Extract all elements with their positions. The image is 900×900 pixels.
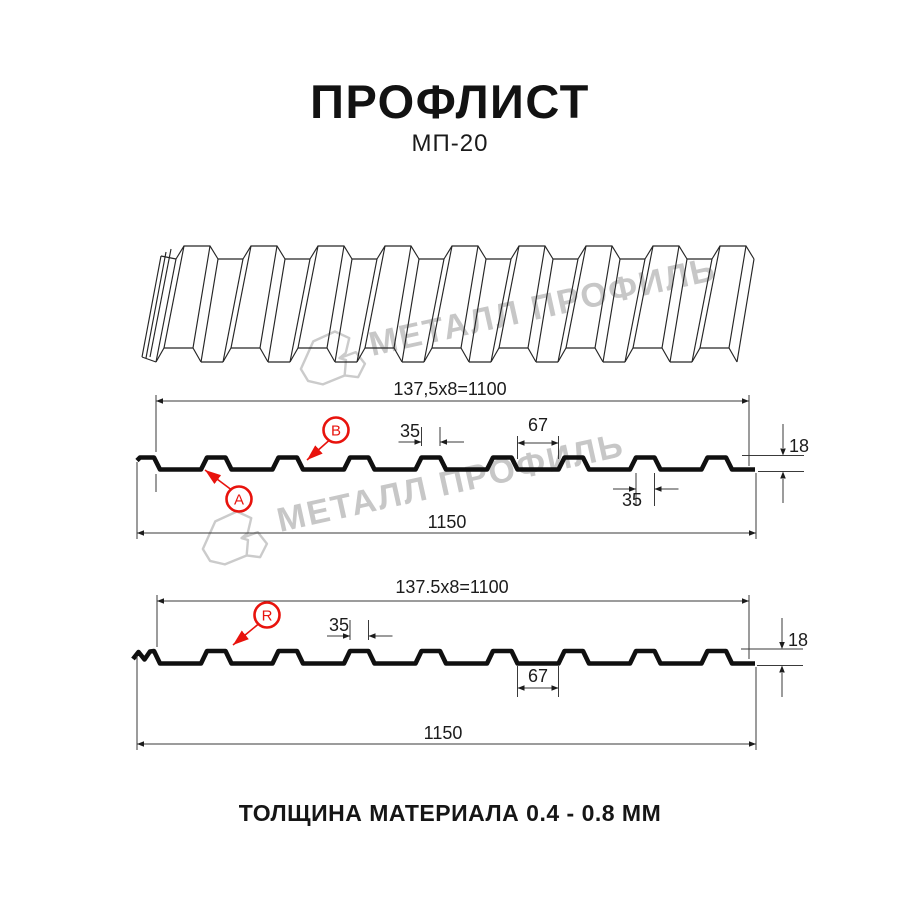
page-title: ПРОФЛИСТ	[310, 75, 590, 128]
label-r-marker: R	[232, 601, 281, 646]
product-code: МП-20	[411, 130, 489, 157]
dim-rib-top-width-r: 35	[329, 615, 349, 635]
watermark-1: МЕТАЛЛ ПРОФИЛЬ	[299, 250, 720, 386]
label-b: B	[331, 423, 341, 440]
dim-height-a: 18	[789, 436, 809, 456]
dim-rib-bottom-width-a: 35	[622, 490, 642, 510]
profile-section-r	[131, 648, 755, 666]
dim-rib-spacing-r: 67	[528, 666, 548, 686]
dim-rib-spacing-a: 67	[528, 415, 548, 435]
dimensions-section-a	[136, 395, 804, 539]
dim-height-r: 18	[788, 630, 808, 650]
dim-overall-width-r: 1150	[424, 723, 463, 743]
thickness-note: ТОЛЩИНА МАТЕРИАЛА 0.4 - 0.8 ММ	[238, 800, 662, 826]
sheet-3d-drawing	[141, 245, 755, 363]
dim-module-width-a: 137,5x8=1100	[393, 379, 506, 399]
dimensions-section-r	[136, 595, 803, 750]
metal-profile-logo-icon	[201, 510, 269, 566]
label-a: A	[234, 492, 244, 509]
label-b-marker: B	[306, 416, 350, 461]
dim-rib-top-width-a: 35	[400, 421, 420, 441]
label-a-marker: A	[204, 469, 253, 513]
watermark-2: МЕТАЛЛ ПРОФИЛЬ	[201, 426, 628, 566]
dim-overall-width-a: 1150	[428, 512, 467, 532]
metal-profile-logo-icon	[299, 330, 367, 386]
watermark-brand-text: МЕТАЛЛ ПРОФИЛЬ	[366, 250, 720, 364]
profile-section-a	[135, 455, 755, 472]
dim-module-width-r: 137.5x8=1100	[395, 577, 508, 597]
label-r: R	[262, 608, 273, 625]
